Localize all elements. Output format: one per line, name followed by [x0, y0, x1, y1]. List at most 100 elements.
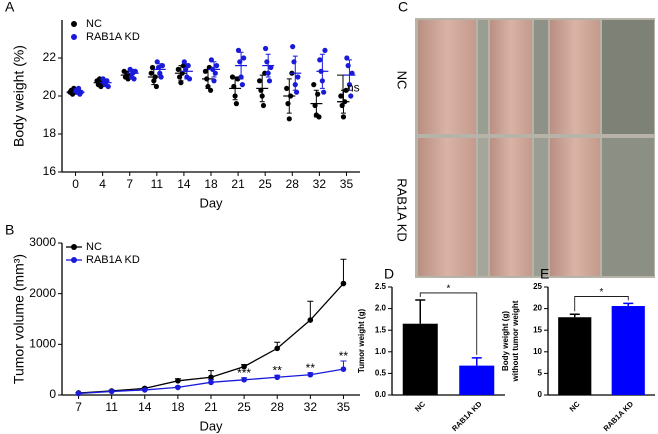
data-point: [307, 317, 314, 323]
legend-marker: [71, 244, 77, 250]
y-tick-label: 15: [533, 325, 542, 334]
legend-marker: [71, 257, 77, 263]
error-bar: [307, 300, 314, 321]
error-bar: [232, 76, 238, 101]
data-point: [284, 85, 290, 91]
x-tick-label: 28: [286, 177, 300, 191]
data-point: [344, 55, 350, 61]
ruler: [602, 20, 654, 134]
data-point: [159, 63, 166, 69]
error-bar: [340, 258, 347, 284]
y-tick-label: 0: [538, 390, 543, 399]
legend-label: RAB1A KD: [86, 254, 140, 266]
data-point: [345, 63, 351, 69]
error-bar: [346, 59, 352, 91]
x-tick-label: 7: [75, 400, 82, 414]
data-point: [208, 379, 214, 386]
legend-marker: [71, 21, 77, 27]
bar: [558, 317, 592, 395]
x-tick-label: 11: [151, 177, 164, 191]
mouse: [418, 138, 476, 276]
data-point: [237, 59, 243, 65]
data-point: [148, 70, 154, 76]
data-point: [75, 390, 82, 397]
ruler: [534, 20, 548, 134]
data-point: [208, 57, 214, 63]
data-point: [311, 82, 317, 88]
data-point: [202, 68, 208, 74]
y-tick-label: 2.0: [375, 304, 387, 313]
data-point: [235, 47, 242, 54]
data-point: [343, 87, 349, 93]
data-point: [175, 384, 181, 391]
mouse: [490, 138, 532, 276]
data-point: [315, 91, 321, 97]
y-tick-label: 25: [533, 282, 542, 291]
y-tick-label: 0.0: [375, 390, 387, 399]
error-bar: [569, 313, 580, 318]
error-bar: [471, 357, 482, 366]
y-tick-label: 16: [43, 164, 57, 178]
data-point: [178, 80, 184, 86]
panel-label: B: [5, 222, 14, 238]
mouse: [550, 20, 600, 134]
y-axis-label: Body weight (%): [11, 45, 27, 147]
data-point: [285, 101, 291, 107]
data-point: [317, 57, 323, 63]
error-bar: [313, 89, 319, 118]
data-point: [321, 89, 327, 95]
data-point: [260, 102, 267, 109]
data-point: [208, 87, 214, 93]
data-point: [290, 44, 296, 50]
x-tick-label: 21: [204, 400, 218, 414]
data-point: [274, 345, 281, 352]
data-point: [158, 74, 164, 80]
mouse: [418, 20, 476, 134]
significance-label: ns: [347, 81, 360, 95]
significance-label: **: [339, 349, 349, 363]
error-bar: [130, 68, 136, 78]
ruler: [478, 138, 488, 276]
panel-label: E: [540, 266, 549, 282]
x-tick-label: RAB1A KD: [450, 399, 484, 433]
data-point: [340, 366, 347, 372]
y-tick-label: 18: [43, 126, 57, 140]
data-point: [229, 74, 236, 80]
mouse: [490, 20, 532, 134]
legend-label: RAB1A KD: [86, 31, 140, 43]
data-point: [262, 45, 269, 52]
ruler: [534, 138, 548, 276]
y-tick-label: 2.5: [375, 282, 387, 291]
data-point: [307, 371, 314, 378]
legend-label: NC: [86, 18, 102, 30]
error-bar: [286, 78, 292, 114]
error-bar: [292, 55, 298, 91]
x-tick-label: 32: [313, 177, 327, 191]
x-tick-label: 11: [105, 400, 118, 414]
data-point: [214, 63, 220, 69]
error-bar: [319, 53, 325, 89]
y-tick-label: 20: [533, 304, 542, 313]
y-axis-label: without tumor weight: [511, 300, 520, 382]
x-tick-label: 14: [177, 177, 191, 191]
panel-label: C: [398, 0, 408, 15]
x-tick-label: 25: [259, 177, 273, 191]
bar: [459, 365, 495, 395]
significance-label: **: [306, 361, 316, 375]
panel-label: D: [384, 266, 394, 282]
y-tick-label: 1.0: [375, 347, 387, 356]
x-tick-label: 35: [337, 400, 351, 414]
row-label: RAB1A KD: [395, 178, 410, 242]
bar: [611, 306, 645, 395]
x-tick-label: RAB1A KD: [601, 399, 635, 433]
significance-label: *: [447, 284, 451, 295]
data-point: [256, 78, 263, 84]
y-axis-label: Body weight (g): [501, 311, 510, 371]
data-point: [181, 59, 187, 65]
error-bar: [76, 89, 82, 95]
bracket: [337, 74, 344, 103]
data-point: [316, 114, 322, 120]
x-tick-label: 4: [99, 177, 106, 191]
x-tick-label: 7: [126, 177, 133, 191]
